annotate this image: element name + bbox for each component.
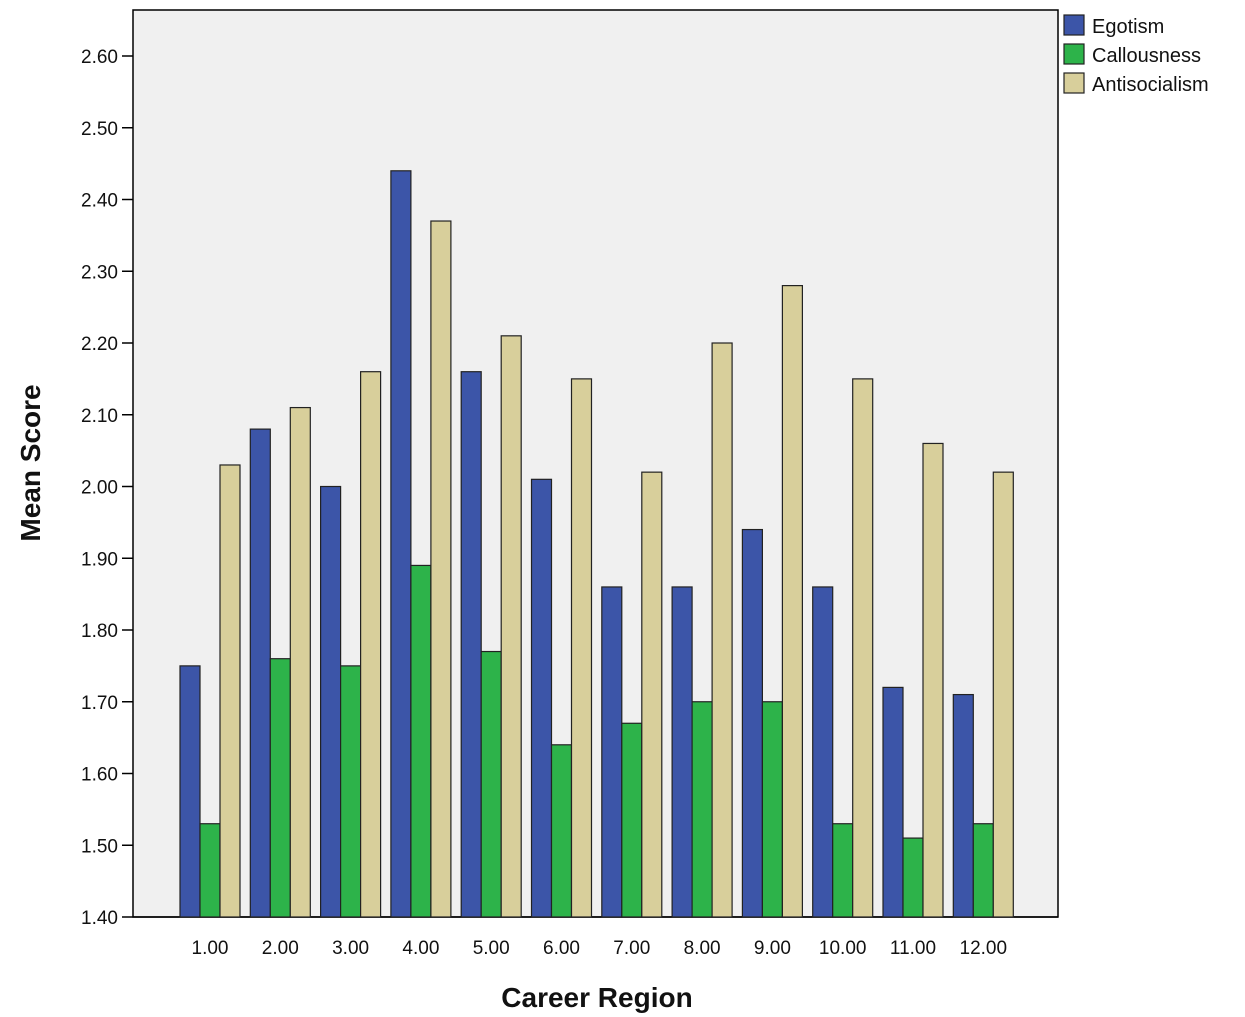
legend-label-egotism: Egotism <box>1092 16 1164 38</box>
y-tick-label: 2.60 <box>81 47 118 68</box>
x-tick-label: 4.00 <box>402 938 439 959</box>
bar-callousness-5 <box>480 650 502 918</box>
bar-antisocialism-11 <box>922 442 944 918</box>
bar-egotism-10 <box>812 586 834 918</box>
legend-swatch-callousness <box>1063 43 1085 65</box>
bar-antisocialism-5 <box>500 335 522 918</box>
bar-egotism-7 <box>601 586 623 918</box>
y-tick-label: 2.20 <box>81 334 118 355</box>
y-tick-label: 2.30 <box>81 262 118 283</box>
bar-egotism-11 <box>882 686 904 918</box>
bar-callousness-4 <box>410 564 432 918</box>
bar-egotism-8 <box>671 586 693 918</box>
y-tick-label: 2.00 <box>81 478 118 499</box>
bar-callousness-3 <box>340 665 362 918</box>
bar-antisocialism-3 <box>360 371 382 918</box>
x-tick-label: 8.00 <box>684 938 721 959</box>
y-tick-label: 2.40 <box>81 191 118 212</box>
bar-egotism-2 <box>249 428 271 918</box>
y-tick-label: 1.90 <box>81 549 118 570</box>
x-tick-label: 10.00 <box>819 938 867 959</box>
y-tick-label: 1.60 <box>81 765 118 786</box>
bar-antisocialism-12 <box>992 471 1014 918</box>
y-tick-label: 1.70 <box>81 693 118 714</box>
x-tick-label: 1.00 <box>192 938 229 959</box>
bar-egotism-12 <box>952 693 974 918</box>
y-axis: 1.40 1.50 1.60 1.70 1.80 1.90 2.00 2.10 2.20 2.30… <box>81 47 133 929</box>
bars <box>179 170 1014 918</box>
y-axis-title: Mean Score <box>15 384 46 541</box>
bar-callousness-11 <box>902 837 924 918</box>
bar-callousness-6 <box>550 744 573 918</box>
bar-callousness-1 <box>199 823 221 918</box>
legend-swatch-egotism <box>1063 14 1085 36</box>
x-axis-title: Career Region <box>501 982 692 1013</box>
x-tick-label: 9.00 <box>754 938 791 959</box>
bar-callousness-9 <box>761 701 784 918</box>
x-tick-label: 5.00 <box>473 938 510 959</box>
x-tick-label: 2.00 <box>262 938 299 959</box>
bar-egotism-4 <box>390 170 412 918</box>
bar-antisocialism-1 <box>219 464 241 918</box>
bar-antisocialism-9 <box>781 285 804 918</box>
bar-egotism-3 <box>320 485 342 918</box>
x-tick-label: 12.00 <box>960 938 1008 959</box>
bar-egotism-9 <box>741 528 764 918</box>
bar-callousness-7 <box>621 722 643 918</box>
y-tick-label: 1.50 <box>81 836 118 857</box>
y-tick-label: 2.10 <box>81 406 118 427</box>
legend-label-callousness: Callousness <box>1092 45 1201 67</box>
legend-swatch-antisocialism <box>1063 72 1085 94</box>
x-tick-label: 3.00 <box>332 938 369 959</box>
bar-callousness-2 <box>269 658 291 918</box>
x-axis: 1.00 2.00 3.00 4.00 5.00 6.00 7.00 8.00 9.00 10.0… <box>133 916 1058 959</box>
y-tick-label: 2.50 <box>81 119 118 140</box>
legend-label-antisocialism: Antisocialism <box>1092 74 1209 96</box>
bar-callousness-12 <box>972 823 994 918</box>
x-tick-label: 7.00 <box>613 938 650 959</box>
bar-egotism-5 <box>460 371 482 918</box>
y-tick-label: 1.80 <box>81 621 118 642</box>
legend: Egotism Callousness Antisocialism <box>1063 14 1209 96</box>
bar-egotism-6 <box>530 478 553 918</box>
bar-antisocialism-4 <box>430 220 452 918</box>
bar-antisocialism-2 <box>289 406 311 918</box>
x-tick-label: 6.00 <box>543 938 580 959</box>
bar-egotism-1 <box>179 665 201 918</box>
bar-antisocialism-6 <box>570 378 593 918</box>
bar-callousness-10 <box>832 823 854 918</box>
bar-callousness-8 <box>691 701 713 918</box>
bar-antisocialism-8 <box>711 342 733 918</box>
x-tick-label: 11.00 <box>890 938 936 959</box>
bar-antisocialism-10 <box>852 378 874 918</box>
y-tick-label: 1.40 <box>81 908 118 929</box>
bar-antisocialism-7 <box>641 471 663 918</box>
